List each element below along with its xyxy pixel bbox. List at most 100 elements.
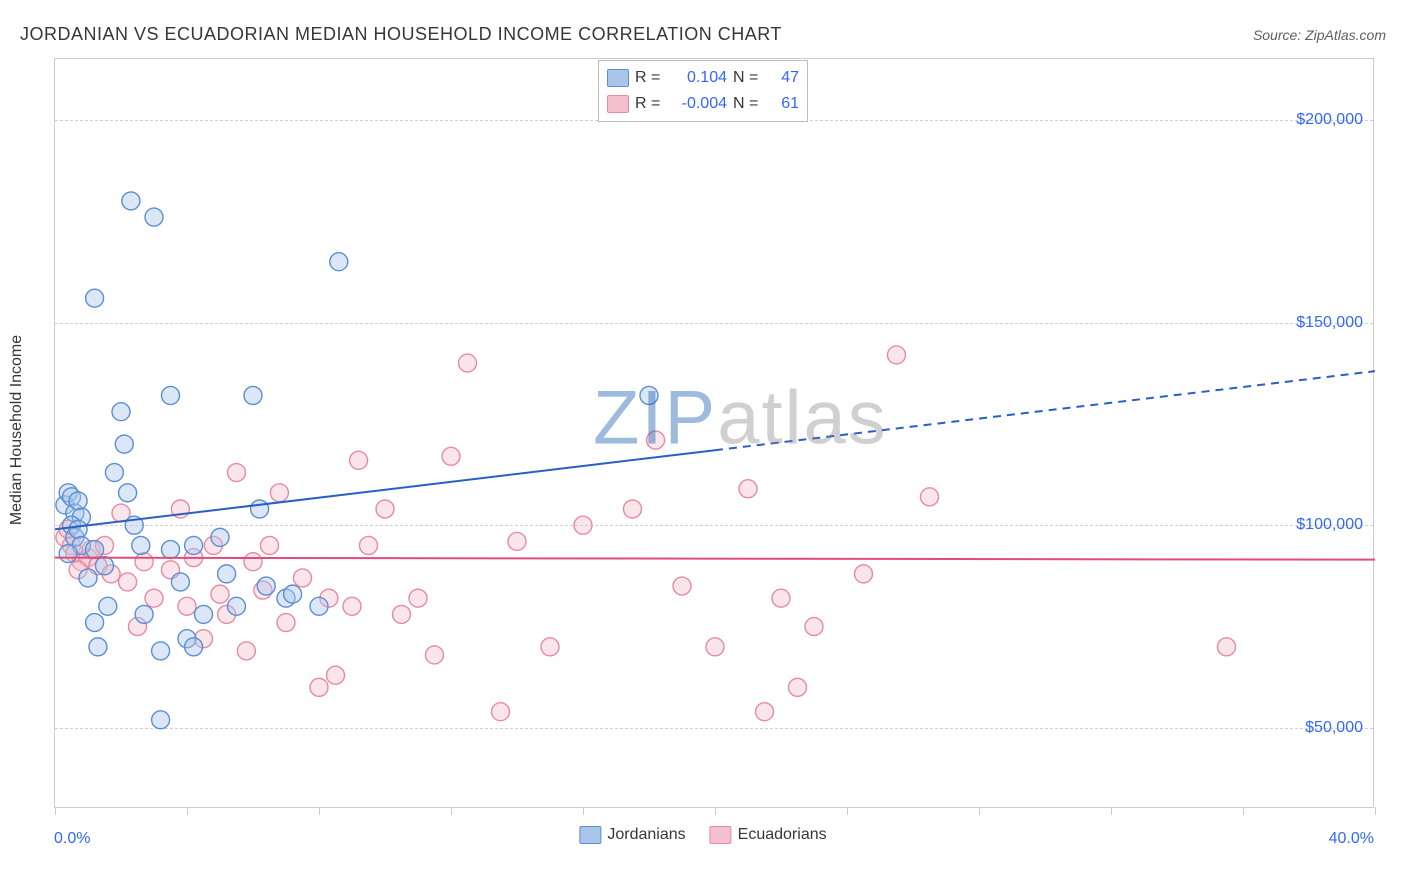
x-tick (451, 807, 452, 815)
point-ecuadorians (244, 553, 262, 571)
point-jordanians (162, 541, 180, 559)
point-jordanians (244, 386, 262, 404)
legend-item-jordanians: Jordanians (579, 826, 685, 844)
point-ecuadorians (426, 646, 444, 664)
point-jordanians (86, 614, 104, 632)
n-value-ecuadorians: 61 (769, 95, 799, 113)
point-ecuadorians (1218, 638, 1236, 656)
point-jordanians (86, 541, 104, 559)
x-tick (1243, 807, 1244, 815)
legend-swatch-jordanians (579, 826, 601, 844)
x-tick (1375, 807, 1376, 815)
x-axis-max-label: 40.0% (1329, 830, 1374, 848)
trend-dashed (715, 371, 1375, 450)
point-ecuadorians (237, 642, 255, 660)
point-jordanians (218, 565, 236, 583)
point-ecuadorians (145, 589, 163, 607)
swatch-ecuadorians (607, 95, 629, 113)
x-tick (583, 807, 584, 815)
point-jordanians (330, 253, 348, 271)
point-jordanians (86, 289, 104, 307)
point-ecuadorians (492, 703, 510, 721)
point-jordanians (310, 597, 328, 615)
x-tick (1111, 807, 1112, 815)
x-tick (55, 807, 56, 815)
point-ecuadorians (261, 536, 279, 554)
point-jordanians (185, 638, 203, 656)
legend-row-jordanians: R = 0.104 N = 47 (607, 65, 799, 91)
point-jordanians (640, 386, 658, 404)
point-ecuadorians (624, 500, 642, 518)
point-ecuadorians (508, 532, 526, 550)
point-ecuadorians (673, 577, 691, 595)
point-ecuadorians (270, 484, 288, 502)
point-ecuadorians (228, 464, 246, 482)
correlation-legend: R = 0.104 N = 47 R = -0.004 N = 61 (598, 60, 808, 122)
point-jordanians (112, 403, 130, 421)
point-jordanians (69, 520, 87, 538)
point-ecuadorians (855, 565, 873, 583)
legend-swatch-ecuadorians (710, 826, 732, 844)
point-ecuadorians (706, 638, 724, 656)
point-ecuadorians (647, 431, 665, 449)
x-tick (319, 807, 320, 815)
r-value-jordanians: 0.104 (673, 69, 727, 87)
x-axis-min-label: 0.0% (54, 830, 90, 848)
scatter-svg (55, 59, 1375, 809)
point-jordanians (132, 536, 150, 554)
point-jordanians (195, 605, 213, 623)
point-ecuadorians (350, 451, 368, 469)
point-jordanians (171, 573, 189, 591)
point-ecuadorians (310, 678, 328, 696)
point-jordanians (211, 528, 229, 546)
point-jordanians (145, 208, 163, 226)
point-ecuadorians (459, 354, 477, 372)
point-ecuadorians (772, 589, 790, 607)
point-ecuadorians (327, 666, 345, 684)
point-ecuadorians (739, 480, 757, 498)
point-ecuadorians (888, 346, 906, 364)
point-ecuadorians (805, 618, 823, 636)
legend-row-ecuadorians: R = -0.004 N = 61 (607, 91, 799, 117)
point-jordanians (69, 492, 87, 510)
point-ecuadorians (294, 569, 312, 587)
point-jordanians (185, 536, 203, 554)
point-jordanians (251, 500, 269, 518)
point-jordanians (228, 597, 246, 615)
x-tick (979, 807, 980, 815)
point-ecuadorians (135, 553, 153, 571)
y-axis-label: Median Household Income (8, 335, 26, 525)
point-ecuadorians (541, 638, 559, 656)
point-ecuadorians (789, 678, 807, 696)
point-ecuadorians (211, 585, 229, 603)
point-jordanians (257, 577, 275, 595)
x-tick (847, 807, 848, 815)
point-ecuadorians (376, 500, 394, 518)
point-ecuadorians (343, 597, 361, 615)
point-jordanians (89, 638, 107, 656)
point-jordanians (152, 642, 170, 660)
n-value-jordanians: 47 (769, 69, 799, 87)
point-ecuadorians (277, 614, 295, 632)
point-jordanians (115, 435, 133, 453)
point-jordanians (59, 545, 77, 563)
swatch-jordanians (607, 69, 629, 87)
source-attribution: Source: ZipAtlas.com (1253, 27, 1386, 43)
point-ecuadorians (409, 589, 427, 607)
point-ecuadorians (574, 516, 592, 534)
x-tick (715, 807, 716, 815)
plot-area: $50,000$100,000$150,000$200,000 ZIPatlas (54, 58, 1374, 808)
series-legend: Jordanians Ecuadorians (579, 826, 826, 844)
point-jordanians (135, 605, 153, 623)
point-jordanians (162, 386, 180, 404)
point-jordanians (105, 464, 123, 482)
r-value-ecuadorians: -0.004 (673, 95, 727, 113)
point-jordanians (119, 484, 137, 502)
point-ecuadorians (178, 597, 196, 615)
point-ecuadorians (119, 573, 137, 591)
point-ecuadorians (756, 703, 774, 721)
point-ecuadorians (442, 447, 460, 465)
point-jordanians (152, 711, 170, 729)
legend-item-ecuadorians: Ecuadorians (710, 826, 827, 844)
point-jordanians (122, 192, 140, 210)
